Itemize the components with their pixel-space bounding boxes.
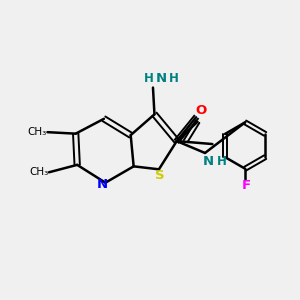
Text: H: H bbox=[144, 72, 154, 85]
Text: H: H bbox=[216, 155, 226, 168]
Text: H: H bbox=[169, 72, 179, 85]
Text: S: S bbox=[155, 169, 165, 182]
Text: F: F bbox=[242, 178, 251, 192]
Text: N: N bbox=[156, 72, 167, 85]
Text: N: N bbox=[96, 178, 107, 191]
Text: CH₃: CH₃ bbox=[29, 167, 48, 177]
Text: O: O bbox=[196, 104, 207, 117]
Text: CH₃: CH₃ bbox=[27, 127, 47, 137]
Text: N: N bbox=[202, 155, 214, 168]
